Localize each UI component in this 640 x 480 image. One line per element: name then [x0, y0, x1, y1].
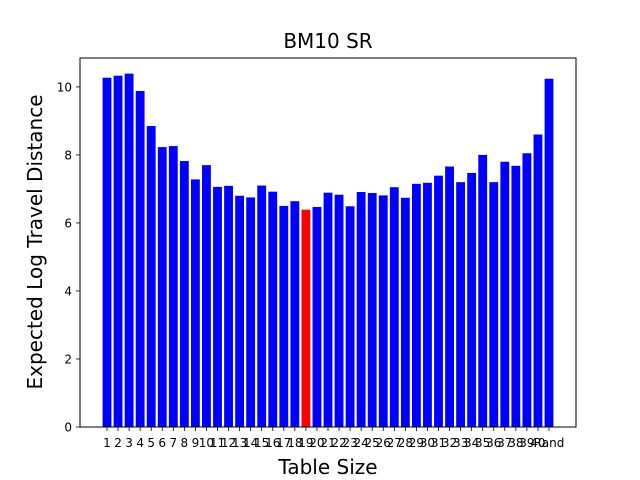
y-tick-label: 6 [64, 216, 72, 230]
x-tick-label: 24 [354, 436, 369, 450]
bar-36 [489, 182, 499, 427]
x-tick-label: 35 [475, 436, 490, 450]
x-tick-label: 26 [376, 436, 391, 450]
bar-4 [135, 90, 145, 428]
bar-38 [511, 165, 521, 427]
bar-26 [378, 195, 388, 427]
x-tick-label: 38 [508, 436, 523, 450]
bar-14 [246, 197, 256, 427]
bar-8 [179, 161, 189, 428]
bar-23 [345, 206, 355, 427]
x-tick-label: 32 [442, 436, 457, 450]
bar-40 [533, 134, 543, 427]
x-tick-label: 4 [136, 436, 144, 450]
bar-9 [190, 179, 200, 427]
x-tick-label: 25 [365, 436, 380, 450]
bar-21 [323, 192, 333, 427]
x-tick-label: 14 [243, 436, 258, 450]
x-tick-label: 7 [169, 436, 177, 450]
y-tick-label: 2 [64, 352, 72, 366]
bar-22 [334, 194, 344, 427]
x-tick-label: 20 [309, 436, 324, 450]
x-tick-label: 5 [147, 436, 155, 450]
bar-34 [467, 172, 477, 427]
x-tick-label: 10 [199, 436, 214, 450]
x-tick-label: 23 [342, 436, 357, 450]
x-tick-label: 34 [464, 436, 479, 450]
bar-12 [224, 185, 233, 427]
y-tick-label: 0 [64, 421, 72, 435]
bar-29 [411, 183, 421, 427]
x-tick-label: 2 [114, 436, 122, 450]
bar-27 [389, 187, 399, 427]
bar-32 [445, 166, 454, 428]
y-axis: 0 2 4 6 8 10 [57, 80, 80, 435]
bar-2 [113, 75, 123, 428]
bar-5 [146, 126, 156, 428]
x-axis: 1 2 3 4 5 6 7 8 9 1011121314151617181920212223242… [103, 427, 564, 450]
bar-30 [423, 182, 432, 427]
x-tick-label: 17 [276, 436, 291, 450]
x-tick-label: 33 [453, 436, 468, 450]
bar-16 [268, 191, 278, 427]
plot-frame [79, 57, 577, 428]
bar-33 [456, 182, 466, 427]
x-tick-label: 16 [265, 436, 280, 450]
bar-31 [434, 175, 443, 427]
bar-28 [400, 197, 410, 427]
x-tick-label: 37 [497, 436, 512, 450]
chart-title: BM10 SR [283, 29, 372, 53]
x-tick-label: 15 [254, 436, 269, 450]
y-tick-label: 8 [64, 148, 72, 162]
bar-35 [478, 154, 488, 427]
bar-6 [157, 147, 167, 427]
bar-7 [168, 146, 178, 427]
x-tick-label: 29 [409, 436, 424, 450]
bar-17 [279, 205, 289, 427]
x-tick-label: 6 [158, 436, 166, 450]
bar-19 [301, 209, 311, 427]
x-tick-label: 13 [232, 436, 247, 450]
x-tick-label: Rand [534, 436, 565, 450]
x-tick-label: 1 [103, 436, 111, 450]
x-tick-label: 8 [181, 436, 189, 450]
bar-20 [312, 206, 322, 427]
x-tick-label: 36 [486, 436, 501, 450]
x-tick-label: 19 [298, 436, 313, 450]
bar-18 [290, 201, 300, 427]
bar-15 [257, 185, 267, 427]
x-tick-label: 3 [125, 436, 133, 450]
x-tick-label: 9 [192, 436, 200, 450]
x-tick-label: 39 [519, 436, 534, 450]
bars-group [102, 73, 554, 428]
bar-25 [367, 193, 377, 427]
y-tick-label: 10 [57, 80, 72, 94]
x-tick-label: 40 [530, 436, 545, 450]
bar-37 [500, 161, 510, 428]
y-tick-label: 4 [64, 284, 72, 298]
x-tick-label: 22 [331, 436, 346, 450]
x-tick-label: 31 [431, 436, 446, 450]
x-tick-label: 18 [287, 436, 302, 450]
bar-3 [124, 73, 134, 427]
bar-13 [235, 195, 245, 427]
bar-1 [102, 77, 112, 427]
bar-10 [202, 165, 211, 427]
bar-39 [522, 153, 532, 428]
x-tick-label: 21 [320, 436, 335, 450]
bar-Rand [544, 78, 554, 427]
x-tick-label: 30 [420, 436, 435, 450]
y-axis-title: Expected Log Travel Distance [23, 94, 47, 389]
x-tick-label: 12 [221, 436, 236, 450]
bar-11 [213, 186, 222, 427]
x-tick-label: 28 [398, 436, 413, 450]
x-axis-title: Table Size [277, 455, 377, 479]
bar-24 [356, 192, 366, 427]
x-tick-label: 27 [387, 436, 402, 450]
x-tick-label: 11 [210, 436, 225, 450]
